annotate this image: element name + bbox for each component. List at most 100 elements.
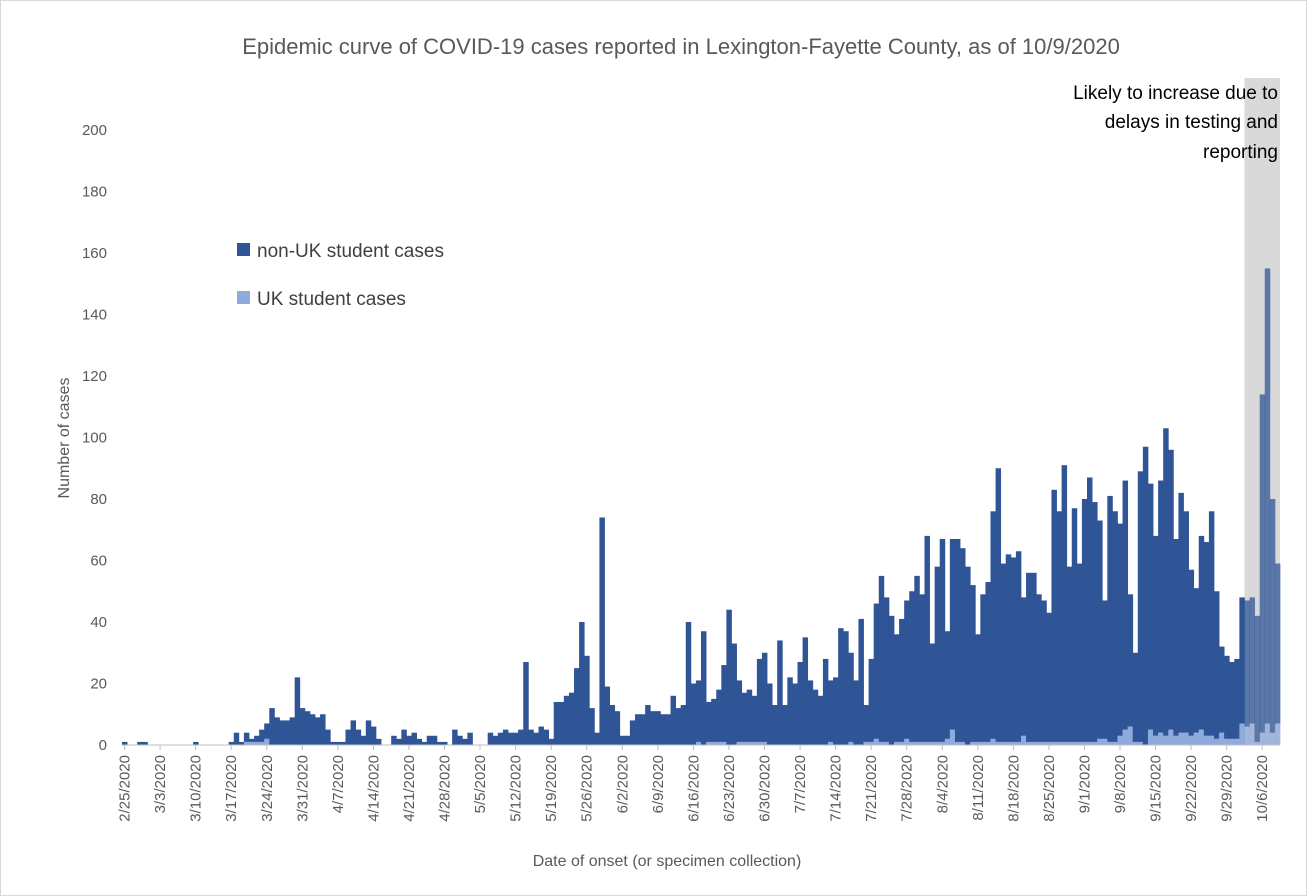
- bar-non-uk-student: [1234, 658, 1240, 739]
- bar-non-uk-student: [421, 741, 428, 745]
- bar-non-uk-student: [416, 738, 423, 745]
- bar-uk-student: [1259, 732, 1266, 745]
- x-tick-label: 6/9/2020: [650, 755, 667, 813]
- bar-non-uk-student: [878, 575, 885, 742]
- bar-non-uk-student: [1117, 523, 1123, 736]
- bar-uk-student: [929, 741, 936, 745]
- bar-non-uk-student: [1254, 615, 1261, 742]
- bar-uk-student: [1219, 732, 1225, 745]
- bar-non-uk-student: [1036, 594, 1042, 742]
- bar-uk-student: [1122, 729, 1129, 745]
- bar-uk-student: [960, 741, 966, 745]
- bar-non-uk-student: [594, 732, 600, 745]
- bar-non-uk-student: [1000, 563, 1007, 742]
- bar-non-uk-student: [985, 582, 991, 742]
- bar-non-uk-student: [721, 665, 727, 742]
- bar-non-uk-student: [360, 735, 367, 745]
- x-tick-label: 3/31/2020: [294, 755, 311, 822]
- bar-non-uk-student: [1208, 511, 1215, 736]
- bar-non-uk-student: [1031, 572, 1037, 742]
- x-tick-label: 9/1/2020: [1076, 755, 1093, 813]
- bar-uk-student: [1071, 741, 1078, 745]
- bar-uk-student: [1269, 732, 1276, 745]
- x-tick-label: 4/7/2020: [330, 755, 347, 813]
- bar-uk-student: [1234, 738, 1240, 745]
- bar-uk-student: [1178, 732, 1184, 745]
- bar-non-uk-student: [965, 566, 971, 745]
- bar-non-uk-student: [1239, 597, 1245, 724]
- y-tick-label: 100: [82, 430, 107, 447]
- bar-non-uk-student: [888, 615, 895, 745]
- bar-non-uk-student: [827, 680, 834, 742]
- bar-non-uk-student: [680, 705, 687, 745]
- bar-non-uk-student: [259, 729, 265, 742]
- bar-uk-student: [914, 741, 920, 745]
- bar-non-uk-student: [553, 701, 560, 745]
- legend: non-UK student cases UK student cases: [237, 241, 444, 310]
- bar-non-uk-student: [1183, 511, 1189, 733]
- bar-non-uk-student: [1158, 480, 1164, 733]
- bar-uk-student: [1244, 726, 1250, 745]
- bar-uk-student: [1203, 735, 1210, 745]
- bar-uk-student: [1041, 741, 1047, 745]
- bar-non-uk-student: [228, 741, 235, 745]
- x-tick-label: 7/21/2020: [863, 755, 880, 822]
- bar-non-uk-student: [619, 735, 626, 745]
- bar-non-uk-student: [528, 729, 534, 745]
- bar-uk-student: [1081, 741, 1088, 745]
- bar-uk-student: [695, 741, 702, 745]
- bar-non-uk-student: [838, 628, 844, 745]
- bar-non-uk-student: [949, 538, 956, 730]
- bar-uk-student: [944, 738, 951, 745]
- bar-uk-student: [1010, 741, 1017, 745]
- bar-uk-student: [711, 741, 717, 745]
- bar-uk-student: [1264, 723, 1271, 745]
- bar-uk-student: [990, 738, 996, 745]
- bar-non-uk-student: [284, 720, 291, 745]
- bar-non-uk-student: [1102, 600, 1108, 739]
- bar-non-uk-student: [1178, 492, 1184, 733]
- bar-non-uk-student: [1142, 446, 1149, 745]
- bar-non-uk-student: [1274, 563, 1281, 724]
- x-tick-label: 3/24/2020: [259, 755, 276, 822]
- bar-non-uk-student: [863, 705, 870, 742]
- bar-non-uk-student: [624, 735, 631, 745]
- bar-non-uk-student: [640, 714, 646, 745]
- bar-uk-student: [1026, 741, 1032, 745]
- bar-non-uk-student: [777, 640, 783, 745]
- x-tick-label: 3/3/2020: [152, 755, 169, 813]
- bar-non-uk-student: [1051, 489, 1057, 742]
- bar-non-uk-student: [1026, 572, 1032, 742]
- bar-non-uk-student: [579, 622, 585, 745]
- bar-uk-student: [1092, 741, 1098, 745]
- bar-non-uk-student: [1147, 483, 1154, 730]
- bar-non-uk-student: [538, 726, 544, 745]
- bar-non-uk-student: [487, 732, 494, 745]
- bar-non-uk-student: [330, 741, 336, 745]
- bar-non-uk-student: [675, 708, 682, 745]
- bar-non-uk-student: [1010, 557, 1017, 742]
- bar-non-uk-student: [350, 720, 357, 745]
- bar-non-uk-student: [1097, 520, 1103, 739]
- x-tick-label: 3/17/2020: [223, 755, 240, 822]
- bar-uk-student: [1020, 735, 1027, 745]
- bar-non-uk-student: [325, 729, 331, 745]
- bar-non-uk-student: [599, 517, 605, 745]
- bar-layer: [122, 268, 1281, 745]
- x-axis-title: Date of onset (or specimen collection): [533, 853, 802, 870]
- bar-non-uk-student: [792, 683, 798, 745]
- bar-non-uk-student: [122, 741, 128, 745]
- bar-uk-student: [1117, 735, 1123, 745]
- bar-non-uk-student: [934, 566, 941, 742]
- bar-uk-student: [761, 741, 768, 745]
- bar-non-uk-student: [751, 695, 758, 742]
- bar-non-uk-student: [254, 735, 260, 742]
- bar-non-uk-student: [589, 708, 595, 745]
- bar-uk-student: [1183, 732, 1189, 745]
- bar-non-uk-student: [848, 652, 854, 742]
- bar-non-uk-student: [391, 735, 397, 745]
- bar-uk-student: [1132, 741, 1139, 745]
- bar-non-uk-student: [685, 622, 692, 745]
- bar-uk-student: [259, 741, 265, 745]
- x-tick-label: 5/19/2020: [543, 755, 560, 822]
